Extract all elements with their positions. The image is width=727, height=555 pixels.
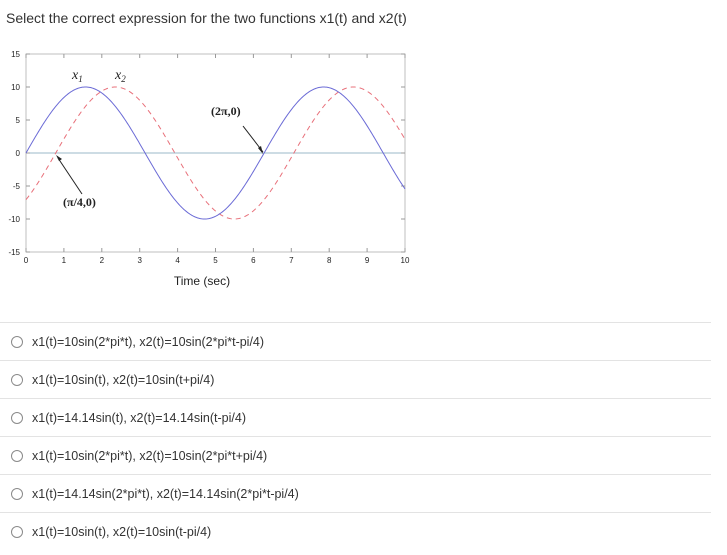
x-tick-label: 2 — [100, 256, 105, 265]
x-tick-label: 3 — [137, 256, 142, 265]
option-label: x1(t)=10sin(2*pi*t), x2(t)=10sin(2*pi*t-… — [32, 334, 265, 349]
y-tick-label: -15 — [8, 248, 20, 257]
annotation-2pi-arrowhead — [258, 146, 263, 154]
option-4[interactable]: x1(t)=10sin(2*pi*t), x2(t)=10sin(2*pi*t+… — [0, 436, 711, 474]
option-1[interactable]: x1(t)=10sin(2*pi*t), x2(t)=10sin(2*pi*t-… — [0, 322, 711, 360]
y-tick-label: 10 — [11, 83, 20, 92]
x-tick-label: 9 — [365, 256, 370, 265]
x-axis-ticks: 0 1 2 3 4 5 6 7 8 9 10 — [24, 54, 410, 265]
annotation-pi4-arrowhead — [56, 155, 62, 161]
option-6[interactable]: x1(t)=10sin(t), x2(t)=10sin(t-pi/4) — [0, 512, 711, 550]
question-text: Select the correct expression for the tw… — [6, 10, 407, 26]
annotation-pi4-arrow — [57, 157, 83, 195]
option-label: x1(t)=14.14sin(2*pi*t), x2(t)=14.14sin(2… — [32, 486, 299, 501]
x2-label: x2 — [114, 68, 126, 84]
x-tick-label: 5 — [213, 256, 218, 265]
y-axis-ticks: 15 10 5 0 -5 -10 -15 — [8, 50, 405, 257]
x-tick-label: 0 — [24, 256, 29, 265]
option-5[interactable]: x1(t)=14.14sin(2*pi*t), x2(t)=14.14sin(2… — [0, 474, 711, 512]
annotation-2pi: (2π,0) — [211, 104, 241, 118]
option-label: x1(t)=14.14sin(t), x2(t)=14.14sin(t-pi/4… — [32, 410, 246, 425]
y-tick-label: 5 — [16, 116, 21, 125]
x-tick-label: 1 — [62, 256, 67, 265]
option-label: x1(t)=10sin(2*pi*t), x2(t)=10sin(2*pi*t+… — [32, 448, 268, 463]
x-axis-label: Time (sec) — [174, 274, 230, 288]
x1-label: x1 — [71, 68, 83, 84]
x-tick-label: 6 — [251, 256, 256, 265]
x-tick-label: 4 — [175, 256, 180, 265]
plot-svg: 15 10 5 0 -5 -10 -15 0 1 2 3 4 5 6 7 8 9 10 x1 x2 (2π,0)… — [8, 50, 410, 288]
y-tick-label: -10 — [8, 215, 20, 224]
y-tick-label: -5 — [13, 182, 21, 191]
radio-button[interactable] — [11, 335, 23, 348]
annotation-pi4: (π/4,0) — [63, 195, 96, 209]
option-2[interactable]: x1(t)=10sin(t), x2(t)=10sin(t+pi/4) — [0, 360, 711, 398]
option-label: x1(t)=10sin(t), x2(t)=10sin(t-pi/4) — [32, 524, 212, 539]
option-label: x1(t)=10sin(t), x2(t)=10sin(t+pi/4) — [32, 372, 215, 387]
radio-button[interactable] — [11, 487, 23, 500]
series-x2-line — [25, 86, 406, 220]
radio-button[interactable] — [11, 449, 23, 462]
x-tick-label: 8 — [327, 256, 332, 265]
x-tick-label: 7 — [289, 256, 294, 265]
radio-button[interactable] — [11, 525, 23, 538]
radio-button[interactable] — [11, 411, 23, 424]
option-3[interactable]: x1(t)=14.14sin(t), x2(t)=14.14sin(t-pi/4… — [0, 398, 711, 436]
answer-options: x1(t)=10sin(2*pi*t), x2(t)=10sin(2*pi*t-… — [0, 322, 711, 550]
series-x1-line — [25, 86, 406, 220]
y-tick-label: 15 — [11, 50, 20, 59]
sine-plot: 15 10 5 0 -5 -10 -15 0 1 2 3 4 5 6 7 8 9 10 x1 x2 (2π,0)… — [0, 44, 430, 296]
radio-button[interactable] — [11, 373, 23, 386]
y-tick-label: 0 — [16, 149, 21, 158]
x-tick-label: 10 — [401, 256, 410, 265]
